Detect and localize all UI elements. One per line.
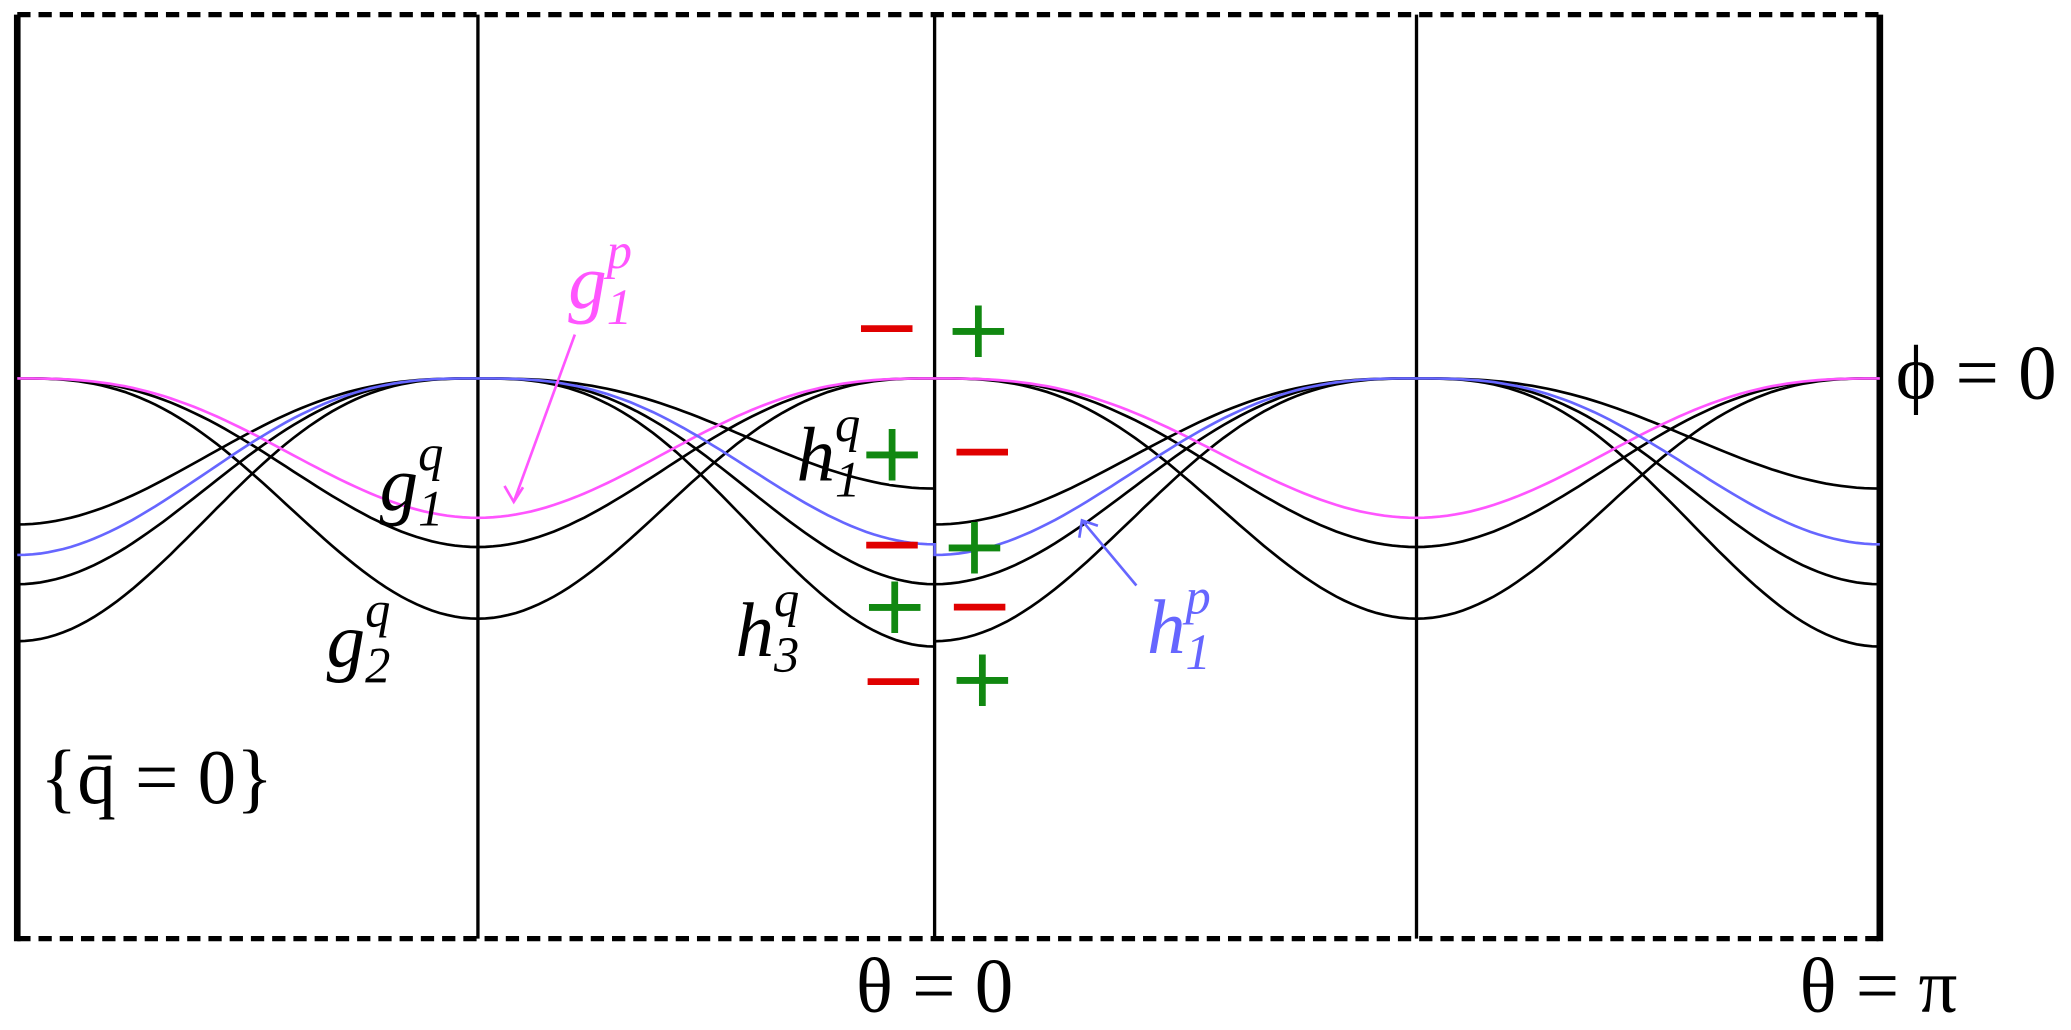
sign: − — [948, 403, 1017, 498]
label-sup: p — [1183, 568, 1211, 624]
arrow-head — [503, 485, 525, 505]
label-sub: 1 — [418, 481, 443, 537]
signs: − ++ −− ++ −− + — [852, 279, 1017, 727]
label-base: h — [1147, 584, 1186, 670]
region-label: {q̄ = 0} — [40, 734, 273, 820]
label-sub: 1 — [1186, 624, 1211, 680]
label-base: h — [797, 412, 836, 498]
frame — [13, 11, 1884, 942]
sign: + — [860, 558, 929, 653]
label-sup: p — [604, 223, 632, 279]
sign: + — [944, 282, 1013, 377]
phi-label: ϕ = 0 — [1896, 329, 2057, 415]
label-sup: q — [835, 396, 860, 452]
label-sup: q — [774, 571, 799, 627]
label-sub: 3 — [773, 627, 799, 683]
label-base: g — [380, 441, 419, 527]
curves — [17, 377, 1880, 648]
curve — [17, 377, 1880, 648]
label-sub: 1 — [607, 279, 632, 335]
curve — [17, 377, 1880, 520]
curve — [17, 377, 1880, 557]
label-sub: 1 — [835, 452, 860, 508]
sign: − — [852, 279, 921, 374]
label-base: g — [327, 597, 366, 683]
arrow — [1080, 519, 1138, 587]
theta-label: θ = π — [1800, 943, 1958, 1029]
curve — [17, 377, 1880, 526]
sign: + — [940, 498, 1009, 593]
label-base: g — [568, 239, 607, 325]
sign: + — [858, 406, 927, 501]
theta-label: θ = 0 — [856, 943, 1013, 1029]
label-sub: 2 — [365, 637, 390, 693]
arrow-head — [1077, 518, 1099, 538]
label-sup: q — [418, 425, 443, 481]
sign: − — [945, 558, 1014, 653]
arrow — [512, 334, 577, 503]
sign: − — [858, 496, 927, 591]
curve — [17, 377, 1880, 586]
label-base: h — [735, 587, 774, 673]
sign: + — [948, 631, 1017, 726]
labels: g p1g q1g q2h q1h q3 h p1 — [327, 223, 1211, 693]
sign: − — [859, 633, 928, 728]
label-sup: q — [365, 582, 390, 638]
